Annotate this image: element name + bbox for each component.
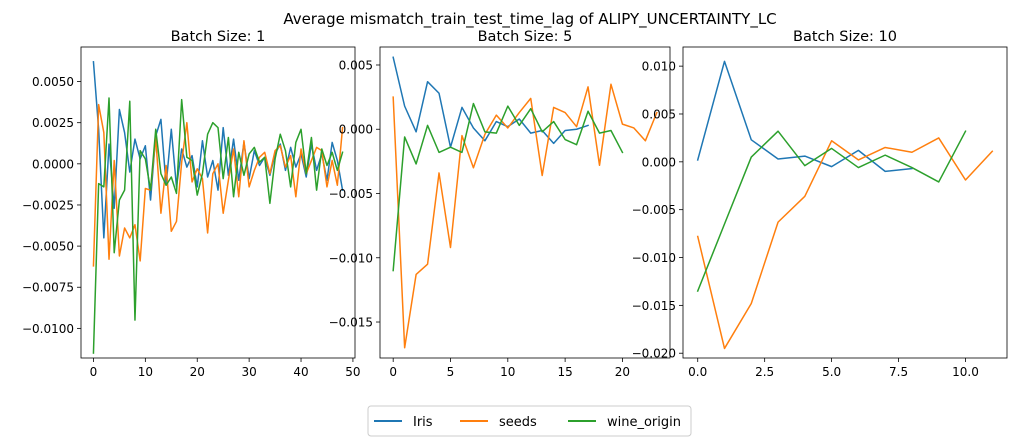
legend-label-wine-origin: wine_origin: [607, 415, 681, 430]
y-tick-label: 0.010: [642, 60, 676, 74]
y-tick-label: −0.010: [632, 251, 676, 265]
series-line-seeds: [92, 103, 344, 267]
x-tick-label: 10: [500, 365, 515, 379]
legend-label-iris: Iris: [413, 415, 433, 430]
y-tick-label: −0.010: [329, 251, 373, 265]
x-tick-label: 0: [389, 365, 397, 379]
legend-frame: [367, 405, 692, 437]
series-line-wine-origin: [92, 97, 344, 354]
subplot-title: Batch Size: 5: [478, 29, 573, 45]
subplot-3: Batch Size: 10 0.0 2.5 5.0 7.5 10.0 −0.020 −0.0…: [632, 29, 1008, 379]
y-tick-label: −0.005: [329, 187, 373, 201]
x-tick-label: 40: [293, 365, 308, 379]
y-tick-label: −0.015: [329, 316, 373, 330]
y-tick-label: 0.000: [642, 155, 676, 169]
y-tick-label: −0.0100: [22, 322, 74, 336]
x-tick-label: 15: [557, 365, 572, 379]
y-tick-label: −0.020: [632, 347, 676, 361]
x-tick-label: 20: [615, 365, 630, 379]
y-tick-label: 0.0025: [32, 116, 74, 130]
y-tick-label: 0.000: [339, 123, 373, 137]
x-tick-label: 20: [190, 365, 205, 379]
series-line-wine-origin: [392, 102, 624, 272]
x-tick-label: 5.0: [822, 365, 841, 379]
x-tick-label: 0: [90, 365, 98, 379]
figure-title: Average mismatch_train_test_time_lag of …: [283, 10, 776, 29]
series-group: [392, 56, 658, 349]
subplot-title: Batch Size: 10: [793, 29, 897, 45]
series-line-iris: [392, 56, 589, 148]
axes-frame: [80, 46, 356, 359]
axes-frame: [682, 46, 1008, 359]
series-line-wine-origin: [696, 130, 967, 292]
series-group: [92, 61, 344, 354]
x-tick-label: 5: [447, 365, 455, 379]
x-tick-label: 30: [241, 365, 256, 379]
subplots: Batch Size: 10 10 20 30 40 50−0.0100−0.0075−0…: [22, 29, 1008, 379]
x-tick-label: 50: [345, 365, 360, 379]
x-tick-label: 10: [138, 365, 153, 379]
x-tick-label: 2.5: [755, 365, 774, 379]
y-tick-label: −0.0025: [22, 198, 74, 212]
subplot-2: Batch Size: 5 0 5 10 15 20 −0.015 −0.010 −0.005 0…: [329, 29, 671, 379]
subplot-1: Batch Size: 1 0 10 20 30 40 50 −0.0100 −0.0075 −0…: [22, 29, 361, 379]
y-tick-label: 0.0050: [32, 75, 74, 89]
y-tick-label: −0.005: [632, 203, 676, 217]
legend: Iris seeds wine_origin: [367, 405, 692, 437]
subplot-title: Batch Size: 1: [171, 29, 266, 45]
y-tick-label: −0.0050: [22, 240, 74, 254]
y-tick-label: 0.005: [339, 58, 373, 72]
axes-frame: [379, 46, 671, 359]
series-group: [696, 60, 994, 350]
y-tick-label: 0.0000: [32, 157, 74, 171]
x-tick-label: 10.0: [952, 365, 979, 379]
series-line-seeds: [696, 137, 994, 350]
legend-label-seeds: seeds: [499, 415, 537, 430]
series-line-seeds: [392, 83, 658, 349]
y-tick-label: −0.015: [632, 299, 676, 313]
x-tick-label: 0.0: [688, 365, 707, 379]
y-tick-label: 0.005: [642, 107, 676, 121]
series-line-iris: [696, 60, 913, 173]
x-tick-label: 7.5: [889, 365, 908, 379]
y-tick-label: −0.0075: [22, 281, 74, 295]
